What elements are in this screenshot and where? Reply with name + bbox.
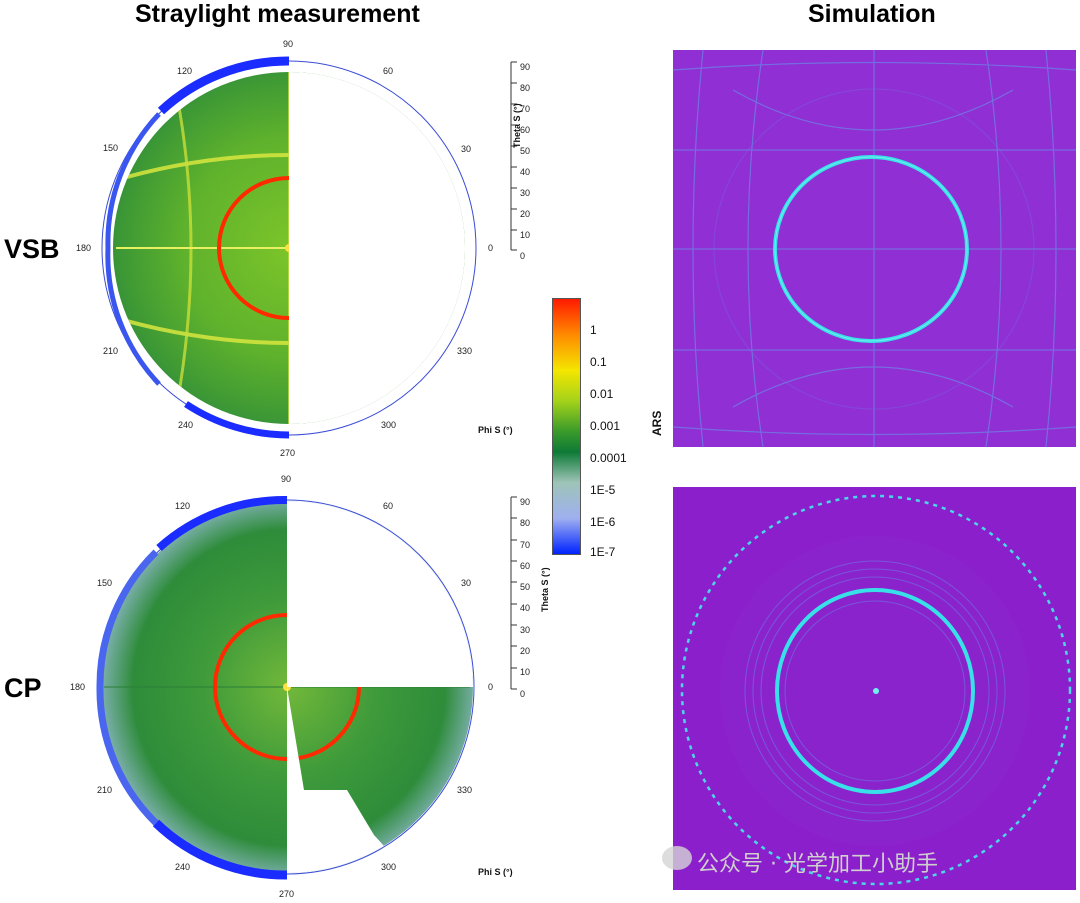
wechat-icon xyxy=(662,846,692,870)
cp-tick-330: 330 xyxy=(457,785,473,795)
cp-tick-240: 240 xyxy=(175,862,191,872)
simulation-header: Simulation xyxy=(808,0,936,28)
vsb-rim-top xyxy=(157,56,290,115)
vsb-theta-ticks: 90 80 70 60 50 40 30 20 10 0 xyxy=(520,62,531,261)
measurement-header: Straylight measurement xyxy=(135,0,420,28)
vsb-polar-plot xyxy=(101,56,477,439)
colorbar-tick-1: 1 xyxy=(590,323,597,337)
cp-tick-0: 0 xyxy=(488,682,494,692)
vsb-tick-240: 240 xyxy=(178,420,194,430)
colorbar-tick-0.0001: 0.0001 xyxy=(590,451,627,465)
cp-rim-top xyxy=(156,495,288,551)
vsb-tick-120: 120 xyxy=(177,66,193,76)
cp-simulation-image xyxy=(673,487,1076,890)
cp-phi-title: Phi S (°) xyxy=(478,867,513,877)
colorbar-tick-0.01: 0.01 xyxy=(590,387,614,401)
vsb-tick-300: 300 xyxy=(381,420,397,430)
cp-rim-left xyxy=(96,549,159,826)
cp-theta-title: Theta S (°) xyxy=(540,567,550,612)
colorbar-tick-0.1: 0.1 xyxy=(590,355,607,369)
vsb-tick-0: 0 xyxy=(488,243,494,253)
cp-tick-120: 120 xyxy=(175,501,191,511)
vsb-phi-title: Phi S (°) xyxy=(478,425,513,435)
vsb-tick-90: 90 xyxy=(283,39,294,49)
vsb-simulation-image xyxy=(673,50,1076,447)
colorbar-tick-1e-7: 1E-7 xyxy=(590,545,616,559)
vsb-tick-270: 270 xyxy=(280,448,296,458)
colorbar-tick-1e-6: 1E-6 xyxy=(590,515,616,529)
cp-theta-axis xyxy=(510,496,517,690)
cp-disk xyxy=(101,501,473,873)
vsb-theta-title: Theta S (°) xyxy=(512,103,522,148)
cp-tick-270: 270 xyxy=(279,889,295,899)
vsb-tick-150: 150 xyxy=(103,143,119,153)
vsb-rim-left xyxy=(105,112,161,386)
colorbar-tick-0.001: 0.001 xyxy=(590,419,621,433)
cp-tick-60: 60 xyxy=(383,501,394,511)
vsb-tick-210: 210 xyxy=(103,346,119,356)
row-label-cp: CP xyxy=(4,673,42,703)
vsb-tick-60: 60 xyxy=(383,66,394,76)
cp-tick-150: 150 xyxy=(97,578,113,588)
vsb-tick-180: 180 xyxy=(76,243,92,253)
cp-tick-180: 180 xyxy=(70,682,86,692)
vsb-rim-bottom xyxy=(184,401,290,439)
cp-tick-30: 30 xyxy=(461,578,472,588)
cp-tick-210: 210 xyxy=(97,785,113,795)
row-label-vsb: VSB xyxy=(4,234,60,264)
cp-tick-300: 300 xyxy=(381,862,397,872)
cp-theta-ticks: 90 80 70 60 50 40 30 20 10 0 xyxy=(520,497,531,699)
cp-tick-90: 90 xyxy=(281,474,292,484)
colorbar-tick-1e-5: 1E-5 xyxy=(590,483,616,497)
watermark-text: 公众号 · 光学加工小助手 xyxy=(697,852,938,877)
colorbar-title: ARS xyxy=(650,410,664,436)
vsb-theta-axis xyxy=(510,61,517,251)
vsb-disk xyxy=(113,72,465,424)
cp-rim-bottom xyxy=(152,819,288,880)
colorbar xyxy=(552,298,581,555)
vsb-tick-30: 30 xyxy=(461,144,472,154)
vsb-tick-330: 330 xyxy=(457,346,473,356)
cp-polar-plot xyxy=(96,495,475,880)
